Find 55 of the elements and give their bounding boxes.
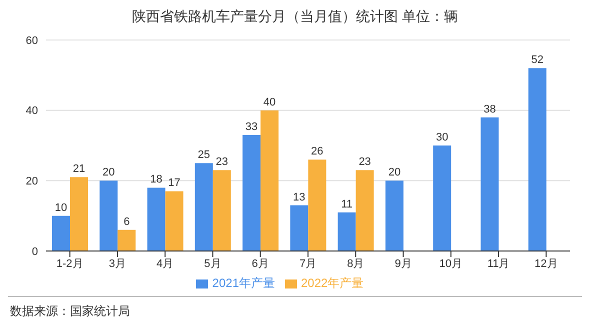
- bar: [100, 180, 118, 251]
- data-label: 13: [293, 191, 306, 204]
- data-label: 26: [311, 146, 324, 158]
- data-label: 11: [341, 198, 353, 210]
- bar: [194, 163, 213, 251]
- bar: [290, 205, 308, 251]
- data-label: 18: [150, 174, 162, 186]
- x-tick-label: 6月: [252, 258, 269, 270]
- legend-label: 2022年产量: [301, 276, 364, 290]
- x-tick-label: 5月: [204, 258, 222, 270]
- x-tick-label: 4月: [156, 258, 174, 270]
- x-tick-label: 8月: [347, 258, 364, 270]
- bar: [147, 188, 166, 251]
- bar: [338, 212, 356, 251]
- bar: [52, 216, 70, 251]
- data-label: 52: [531, 54, 544, 66]
- data-label: 23: [358, 156, 371, 168]
- data-label: 30: [436, 132, 448, 144]
- data-label: 6: [124, 216, 130, 228]
- y-tick-label: 0: [32, 246, 38, 258]
- bar: [260, 110, 279, 251]
- data-label: 25: [198, 149, 210, 162]
- bar: [70, 177, 88, 251]
- data-label: 20: [388, 166, 401, 179]
- bar: [433, 146, 452, 251]
- chart-title: 陕西省铁路机车产量分月（当月值）统计图 单位：辆: [131, 8, 459, 26]
- data-label: 40: [263, 96, 276, 108]
- data-label: 38: [484, 103, 496, 116]
- x-tick-label: 12月: [534, 258, 558, 270]
- bar: [356, 170, 374, 251]
- x-tick-label: 7月: [299, 258, 317, 270]
- bar: [528, 68, 546, 251]
- bar: [212, 170, 231, 251]
- bar: [385, 180, 404, 251]
- y-tick-label: 60: [26, 34, 38, 47]
- data-label: 21: [72, 163, 86, 176]
- y-tick-label: 20: [26, 176, 38, 188]
- source-note: 数据来源：国家统计局: [10, 304, 130, 318]
- y-tick-label: 40: [26, 105, 38, 118]
- x-tick-label: 11月: [487, 258, 510, 270]
- bar: [242, 134, 261, 251]
- bar: [480, 117, 499, 251]
- bar: [165, 191, 184, 251]
- data-label: 10: [54, 202, 68, 214]
- data-label: 33: [245, 120, 258, 133]
- x-tick-label: 9月: [394, 258, 412, 270]
- data-label: 23: [216, 156, 228, 168]
- legend-label: 2021年产量: [212, 276, 275, 290]
- data-label: 20: [102, 166, 115, 179]
- x-tick-label: 1-2月: [56, 258, 84, 270]
- data-label: 17: [168, 177, 180, 190]
- x-tick-label: 3月: [108, 258, 126, 270]
- bar: [118, 230, 136, 251]
- x-tick-label: 10月: [439, 258, 463, 270]
- bar: [308, 160, 326, 251]
